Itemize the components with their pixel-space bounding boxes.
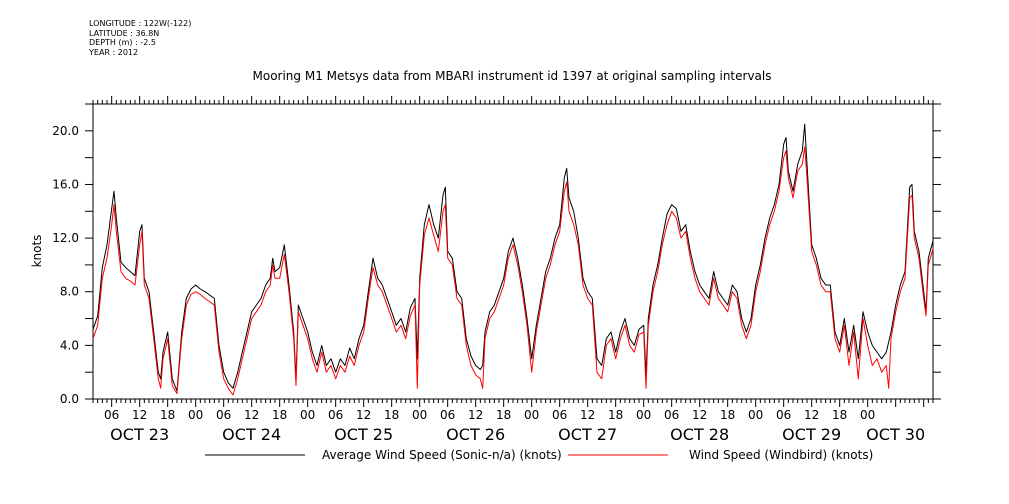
y-tick-label: 0.0 [60, 392, 79, 406]
series-line-sonic [92, 123, 934, 392]
metadata-block: LONGITUDE : 122W(-122) LATITUDE : 36.8N … [89, 19, 191, 57]
x-hour-label: 18 [720, 408, 735, 422]
y-axis: 0.0 4.0 8.0 12.0 16.0 20.0 [52, 103, 941, 406]
y-tick-label: 12.0 [52, 231, 79, 245]
axis-ticks [92, 96, 934, 407]
x-day-label: OCT 26 [446, 425, 505, 444]
x-hour-label: 12 [692, 408, 707, 422]
x-hour-label: 12 [580, 408, 595, 422]
x-hour-label: 06 [104, 408, 119, 422]
x-hour-label: 12 [356, 408, 371, 422]
x-hour-label: 06 [664, 408, 679, 422]
x-hour-label: 06 [552, 408, 567, 422]
x-hour-label: 06 [776, 408, 791, 422]
legend-label-windbird: Wind Speed (Windbird) (knots) [689, 448, 873, 462]
longitude-label: LONGITUDE : 122W(-122) [89, 19, 192, 28]
x-day-label: OCT 28 [670, 425, 729, 444]
x-day-label: OCT 24 [222, 425, 281, 444]
year-label: YEAR : 2012 [89, 47, 139, 57]
x-hour-label: 00 [300, 408, 315, 422]
y-tick-label: 4.0 [60, 338, 79, 352]
legend-label-sonic: Average Wind Speed (Sonic-n/a) (knots) [322, 448, 562, 462]
x-hour-label: 12 [244, 408, 259, 422]
x-hour-label: 00 [412, 408, 427, 422]
x-hour-label: 12 [132, 408, 147, 422]
y-tick-label: 8.0 [60, 285, 79, 299]
y-tick-label: 16.0 [52, 177, 79, 191]
x-hour-label: 00 [524, 408, 539, 422]
x-hour-label: 06 [328, 408, 343, 422]
x-hour-label: 18 [384, 408, 399, 422]
chart-title: Mooring M1 Metsys data from MBARI instru… [253, 69, 772, 83]
x-hour-label: 18 [496, 408, 511, 422]
x-hour-label: 06 [440, 408, 455, 422]
x-hour-label: 18 [160, 408, 175, 422]
x-hour-label: 18 [608, 408, 623, 422]
x-axis: 06 12 18 00 06 12 18 00 06 12 18 00 06 12 18 00 06 12 18 00… [104, 408, 925, 444]
x-hour-label: 12 [804, 408, 819, 422]
series-lines [92, 123, 934, 396]
x-hour-label: 18 [832, 408, 847, 422]
y-axis-label: knots [30, 235, 44, 268]
x-day-label: OCT 23 [110, 425, 169, 444]
x-day-label: OCT 27 [558, 425, 617, 444]
x-hour-label: 18 [272, 408, 287, 422]
x-hour-label: 00 [188, 408, 203, 422]
x-hour-label: 06 [216, 408, 231, 422]
x-day-label: OCT 30 [866, 425, 925, 444]
depth-label: DEPTH (m) : -2.5 [89, 38, 156, 47]
x-day-label: OCT 25 [334, 425, 393, 444]
x-hour-label: 00 [860, 408, 875, 422]
x-day-label: OCT 29 [782, 425, 841, 444]
legend: Average Wind Speed (Sonic-n/a) (knots) W… [205, 448, 873, 462]
y-tick-label: 20.0 [52, 124, 79, 138]
series-line-windbird [92, 146, 934, 396]
x-hour-label: 12 [468, 408, 483, 422]
x-hour-label: 00 [748, 408, 763, 422]
x-hour-label: 00 [636, 408, 651, 422]
latitude-label: LATITUDE : 36.8N [89, 28, 160, 38]
